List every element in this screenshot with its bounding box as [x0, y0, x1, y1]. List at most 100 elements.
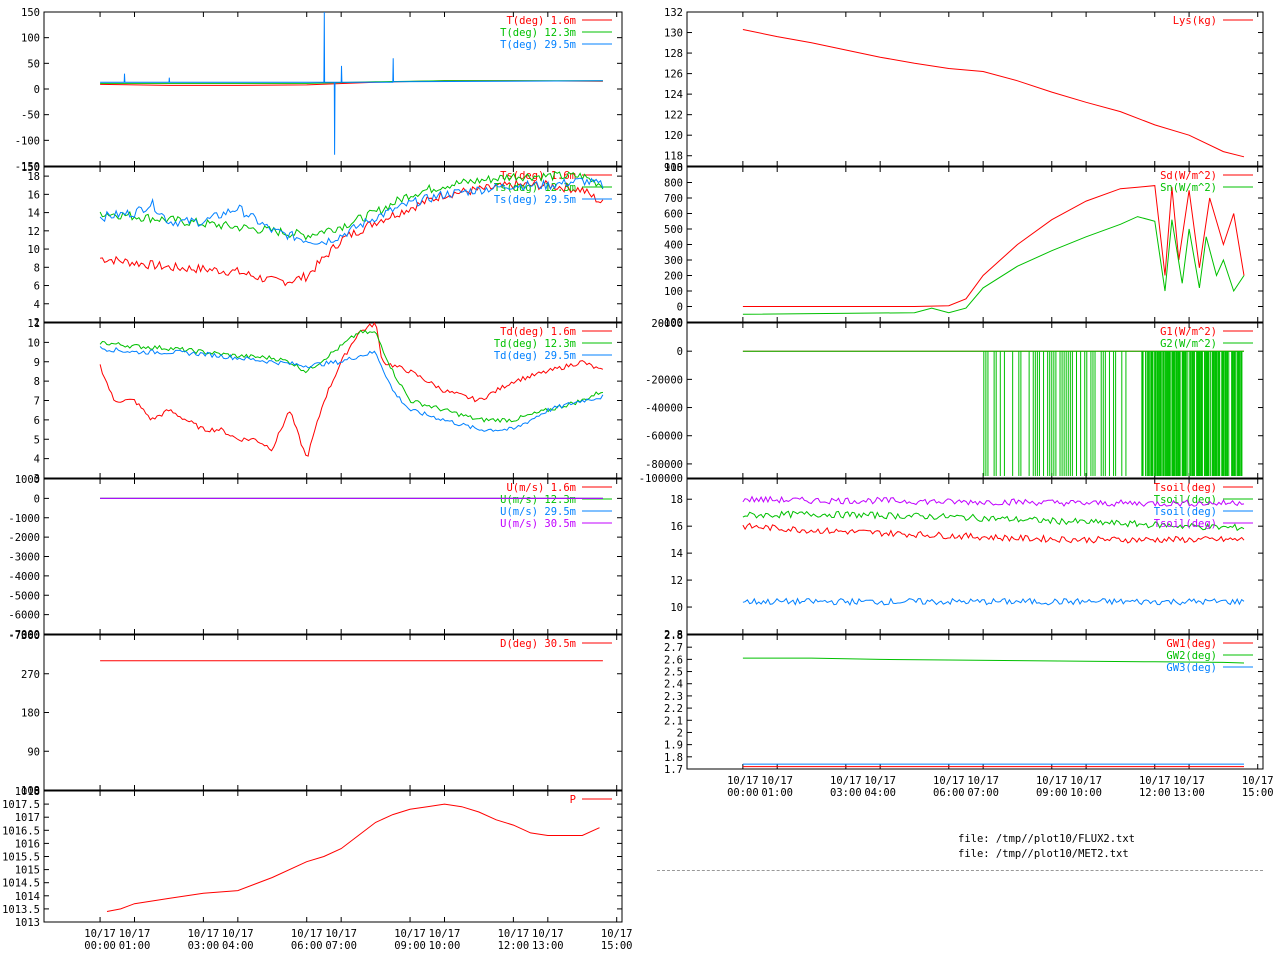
- legend-label: Tsoil(deg): [1154, 482, 1217, 494]
- y-tick-label: -1000: [8, 513, 40, 525]
- legend-label: Ts(deg) 12.3m: [494, 182, 576, 194]
- x-tick-label: 10/17: [967, 775, 999, 787]
- chart-panel-ground: 20000 0 -20000 -40000 -60000 -80000 -100000 G1(…: [639, 318, 1264, 485]
- y-tick-label: 10: [27, 244, 40, 256]
- y-tick-label: 4: [34, 299, 40, 311]
- legend-label: T(deg) 29.5m: [500, 39, 576, 51]
- x-tick-label: 09:00: [394, 940, 426, 952]
- y-tick-label: 1016: [15, 838, 40, 850]
- y-tick-label: 122: [664, 110, 683, 122]
- x-tick-label: 10/17: [532, 928, 564, 940]
- y-tick-label: 1013: [15, 917, 40, 929]
- y-tick-label: 360: [21, 630, 40, 642]
- y-tick-label: 1018: [15, 786, 40, 798]
- y-tick-label: 500: [664, 224, 683, 236]
- y-tick-label: 8: [34, 262, 40, 274]
- y-tick-label: 1014.5: [2, 878, 40, 890]
- y-tick-label: 1.9: [664, 740, 683, 752]
- legend-label: Td(deg) 12.3m: [494, 338, 576, 350]
- y-tick-label: 18: [670, 494, 683, 506]
- x-tick-label: 12:00: [1139, 787, 1171, 799]
- y-tick-label: 1013.5: [2, 904, 40, 916]
- y-tick-label: -100: [658, 317, 683, 329]
- x-tick-label: 10/17: [830, 775, 862, 787]
- legend-label: Ts(deg) 29.5m: [494, 194, 576, 206]
- x-tick-label: 10/17: [394, 928, 426, 940]
- y-tick-label: 2.4: [664, 679, 683, 691]
- x-tick-label: 07:00: [967, 787, 999, 799]
- y-tick-label: -3000: [8, 552, 40, 564]
- x-tick-label: 10:00: [429, 940, 461, 952]
- plot-frame: [686, 322, 1264, 479]
- y-tick-label: -7000: [8, 629, 40, 641]
- x-tick-label: 10/17: [1173, 775, 1205, 787]
- x-tick-label: 06:00: [933, 787, 965, 799]
- series-line: [99, 177, 604, 246]
- series-line: [742, 510, 1245, 532]
- y-tick-label: 50: [27, 58, 40, 70]
- legend-label: Lys(kg): [1173, 15, 1217, 27]
- y-tick-label: 9: [34, 357, 40, 369]
- x-tick-label: 01:00: [761, 787, 793, 799]
- plot-frame: [686, 11, 1264, 167]
- y-tick-label: 0: [34, 785, 40, 797]
- y-tick-label: 900: [664, 162, 683, 174]
- y-tick-label: 200: [664, 271, 683, 283]
- y-tick-label: 1017.5: [2, 799, 40, 811]
- x-tick-label: 10/17: [222, 928, 254, 940]
- y-tick-label: 118: [664, 162, 683, 174]
- chart-panel-rad: 900 800 700 600 500 400 300 200 100 0 -100 118 Sd(W/…: [658, 162, 1264, 329]
- x-tick-label: 09:00: [1036, 787, 1068, 799]
- y-tick-label: 150: [21, 162, 40, 174]
- y-tick-label: -4000: [8, 571, 40, 583]
- y-tick-label: 1.7: [664, 764, 683, 776]
- y-tick-label: 2.5: [664, 667, 683, 679]
- y-tick-label: 0: [34, 493, 40, 505]
- x-tick-label: 03:00: [188, 940, 220, 952]
- y-tick-label: 5: [34, 434, 40, 446]
- chart-panel-lys: 132 130 128 126 124 122 120 118 Lys(kg): [664, 7, 1264, 167]
- x-tick-label: 07:00: [325, 940, 357, 952]
- y-tick-label: 130: [664, 28, 683, 40]
- legend-label: D(deg) 30.5m: [500, 638, 576, 650]
- legend-label: Tsoil(deg): [1154, 506, 1217, 518]
- series-line: [99, 346, 604, 432]
- legend-label: U(m/s) 29.5m: [500, 506, 576, 518]
- y-tick-label: -40000: [645, 403, 683, 415]
- y-tick-label: 800: [664, 178, 683, 190]
- series-line: [742, 29, 1245, 158]
- y-tick-label: 2.3: [664, 691, 683, 703]
- y-tick-label: 90: [27, 746, 40, 758]
- chart-panel-gw: 2.82.72.62.52.42.32.22.121.91.81.7 GW1(de…: [664, 630, 1264, 776]
- series-line: [99, 171, 604, 241]
- y-tick-label: 0: [34, 84, 40, 96]
- legend-label: Sd(W/m^2): [1160, 170, 1217, 182]
- x-tick-label: 10/17: [864, 775, 896, 787]
- y-tick-label: -80000: [645, 459, 683, 471]
- y-tick-label: 1015: [15, 865, 40, 877]
- y-tick-label: 4: [34, 454, 40, 466]
- y-tick-label: 2.7: [664, 642, 683, 654]
- y-tick-label: -7000: [8, 630, 40, 642]
- x-tick-label: 10/17: [291, 928, 323, 940]
- y-tick-label: 100: [21, 33, 40, 45]
- y-tick-label: 2.2: [664, 703, 683, 715]
- plot-frame: [43, 790, 623, 923]
- legend-label: GW3(deg): [1166, 662, 1217, 674]
- legend-label: U(m/s) 30.5m: [500, 518, 576, 530]
- y-tick-label: 14: [670, 548, 683, 560]
- legend-label: G2(W/m^2): [1160, 338, 1217, 350]
- x-tick-label: 00:00: [84, 940, 116, 952]
- x-tick-label: 10/17: [1242, 775, 1274, 787]
- x-tick-label: 10/17: [933, 775, 965, 787]
- x-tick-label: 10/17: [188, 928, 220, 940]
- y-tick-label: 0: [677, 346, 683, 358]
- y-tick-label: 7: [34, 396, 40, 408]
- x-tick-label: 13:00: [532, 940, 564, 952]
- chart-panel-wind: 1000 0 -1000 -2000 -3000 -4000 -5000 -6000 -7000…: [8, 474, 623, 641]
- plot-frame: [43, 166, 623, 323]
- y-tick-label: 1016.5: [2, 825, 40, 837]
